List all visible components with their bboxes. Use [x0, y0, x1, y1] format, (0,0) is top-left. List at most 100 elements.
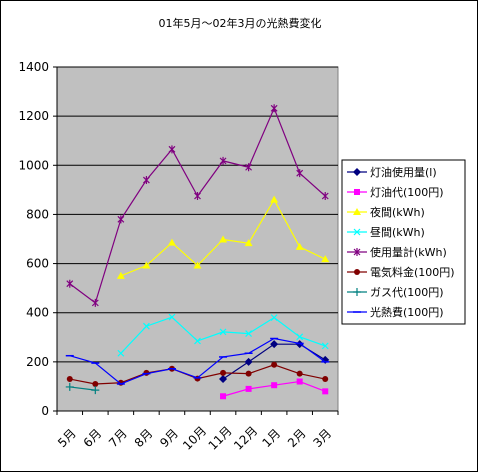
data-point — [353, 168, 361, 176]
legend-label: 昼間(kWh) — [370, 226, 425, 239]
data-point — [219, 375, 228, 384]
data-point — [354, 189, 360, 195]
data-point — [322, 376, 329, 383]
x-tick-label: 12月 — [231, 424, 260, 453]
x-tick-label: 1月 — [259, 426, 283, 450]
legend-label: 電気料金(100円) — [370, 265, 455, 279]
x-tick-label: 7月 — [106, 426, 130, 450]
y-tick-label: 0 — [41, 404, 49, 418]
data-point — [193, 261, 202, 269]
legend-label: 灯油代(100円) — [370, 185, 444, 199]
data-point — [194, 337, 201, 345]
series — [116, 195, 330, 279]
series-line — [69, 386, 96, 391]
data-point — [296, 333, 304, 341]
data-point — [92, 380, 99, 387]
y-tick-label: 200 — [26, 355, 49, 369]
data-point — [66, 376, 73, 383]
legend-item: 灯油使用量(l) — [347, 165, 437, 179]
data-point — [219, 235, 228, 243]
legend-label: 灯油使用量(l) — [370, 165, 437, 179]
data-point — [354, 269, 360, 275]
legend-item: 昼間(kWh) — [347, 226, 425, 239]
legend-item: 夜間(kWh) — [347, 205, 425, 219]
x-tick-label: 6月 — [81, 426, 105, 450]
legend: 灯油使用量(l) 灯油代(100円) 夜間(kWh) 昼間(kWh) 使用量計(kWh)… — [341, 159, 466, 325]
data-point — [245, 330, 253, 338]
data-point — [142, 322, 150, 330]
legend-item: 電気料金(100円) — [347, 265, 455, 279]
data-point — [245, 370, 252, 377]
data-point — [167, 238, 176, 246]
legend-item: 光熱費(100円) — [347, 305, 444, 319]
series — [220, 378, 329, 400]
data-point — [296, 378, 303, 385]
plot-area — [56, 66, 339, 412]
data-point — [142, 261, 151, 269]
series-lines — [65, 104, 330, 400]
data-point — [271, 361, 278, 368]
legend-item: 使用量計(kWh) — [347, 245, 447, 259]
data-point — [270, 104, 278, 113]
x-tick-label: 5月 — [55, 426, 79, 450]
data-point — [296, 370, 303, 377]
data-point — [244, 357, 253, 366]
data-point — [321, 192, 329, 200]
data-point — [168, 145, 176, 154]
data-point — [321, 255, 330, 263]
data-point — [91, 386, 100, 395]
data-point — [194, 192, 201, 200]
data-point — [321, 342, 329, 350]
chart-title: 01年5月～02年3月の光熱費変化 — [159, 16, 322, 30]
data-point — [271, 382, 278, 389]
y-tick-label: 600 — [26, 257, 49, 271]
y-tick-label: 1000 — [18, 158, 49, 172]
y-axis: 0 200 400 600 800 1000 1200 1400 — [18, 60, 58, 418]
data-point — [220, 369, 227, 376]
data-point — [117, 349, 125, 357]
legend-label: 夜間(kWh) — [370, 205, 425, 219]
legend-item: ガス代(100円) — [347, 286, 444, 299]
data-point — [219, 156, 227, 165]
data-point — [142, 176, 150, 185]
data-point — [66, 279, 74, 288]
y-tick-label: 1200 — [18, 109, 49, 123]
data-point — [295, 242, 304, 250]
data-point — [322, 388, 329, 395]
legend-label: ガス代(100円) — [370, 286, 444, 299]
y-tick-label: 400 — [26, 306, 49, 320]
legend-label: 使用量計(kWh) — [370, 245, 447, 259]
data-point — [270, 340, 279, 349]
data-point — [168, 313, 176, 321]
data-point — [353, 208, 361, 215]
data-point — [270, 195, 279, 203]
series — [65, 382, 100, 395]
data-point — [219, 328, 227, 336]
data-point — [245, 385, 252, 392]
series — [117, 313, 329, 357]
x-tick-label: 3月 — [311, 426, 335, 450]
legend-label: 光熱費(100円) — [370, 305, 444, 319]
data-point — [65, 382, 74, 391]
x-tick-label: 2月 — [285, 426, 309, 450]
series — [66, 104, 329, 307]
data-point — [220, 393, 227, 400]
x-tick-label: 9月 — [157, 426, 181, 450]
data-point — [244, 239, 253, 247]
x-tick-label: 11月 — [206, 424, 235, 453]
legend-item: 灯油代(100円) — [347, 185, 444, 199]
x-tick-label: 8月 — [132, 426, 156, 450]
legend-box — [341, 159, 466, 325]
data-point — [116, 271, 125, 279]
data-point — [245, 163, 253, 172]
y-tick-label: 800 — [26, 207, 49, 221]
data-point — [353, 288, 361, 296]
data-point — [353, 248, 361, 256]
data-point — [270, 314, 278, 322]
series — [65, 337, 330, 385]
y-tick-label: 1400 — [18, 60, 49, 74]
data-point — [353, 228, 361, 236]
data-point — [117, 215, 125, 224]
